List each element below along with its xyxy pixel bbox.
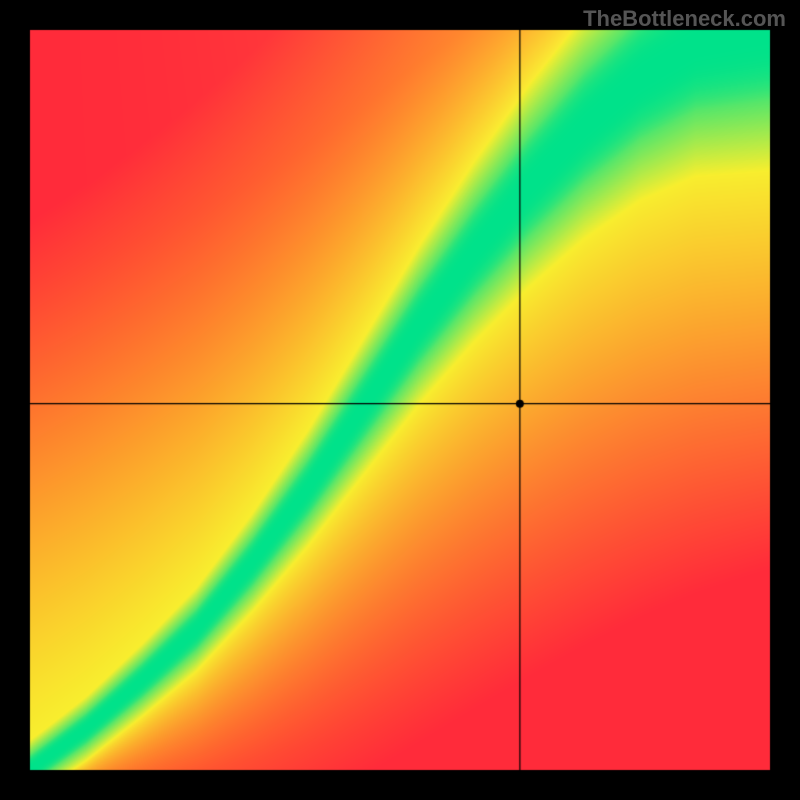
bottleneck-heatmap (0, 0, 800, 800)
watermark-text: TheBottleneck.com (583, 6, 786, 32)
chart-container: TheBottleneck.com (0, 0, 800, 800)
